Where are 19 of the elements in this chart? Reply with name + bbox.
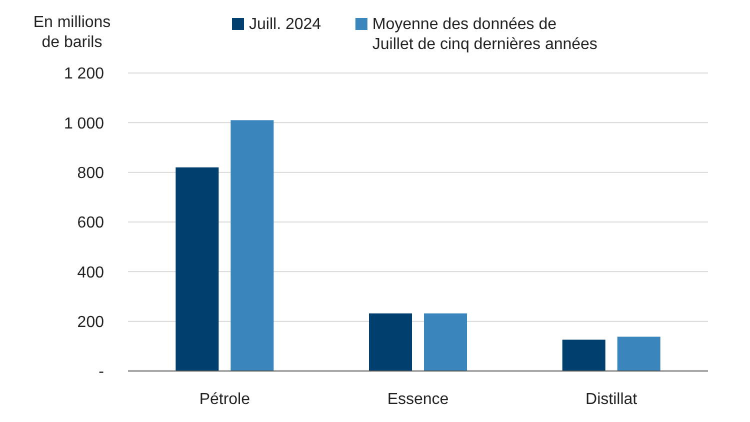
legend-label: Moyenne des données de Juillet de cinq dernières années	[372, 16, 598, 53]
y-tick-label: 1 200	[64, 66, 104, 83]
y-axis-title: En millions de barils	[33, 14, 111, 51]
bar	[176, 167, 219, 371]
bar	[369, 313, 412, 371]
legend-label: Juill. 2024	[249, 16, 322, 33]
y-tick-label: 1 000	[64, 115, 104, 132]
y-tick-label: 800	[77, 164, 104, 182]
y-tick-label: 200	[77, 314, 104, 331]
y-tick-label: 400	[77, 264, 104, 282]
bar	[562, 340, 606, 371]
bar	[617, 336, 660, 371]
x-tick-label: Essence	[387, 391, 449, 408]
bar	[230, 120, 274, 371]
x-tick-label: Distillat	[586, 391, 638, 408]
x-tick-label: Pétrole	[199, 391, 250, 408]
y-tick-label: 600	[77, 214, 104, 232]
bar	[424, 313, 467, 371]
y-tick-label: -	[98, 364, 104, 381]
